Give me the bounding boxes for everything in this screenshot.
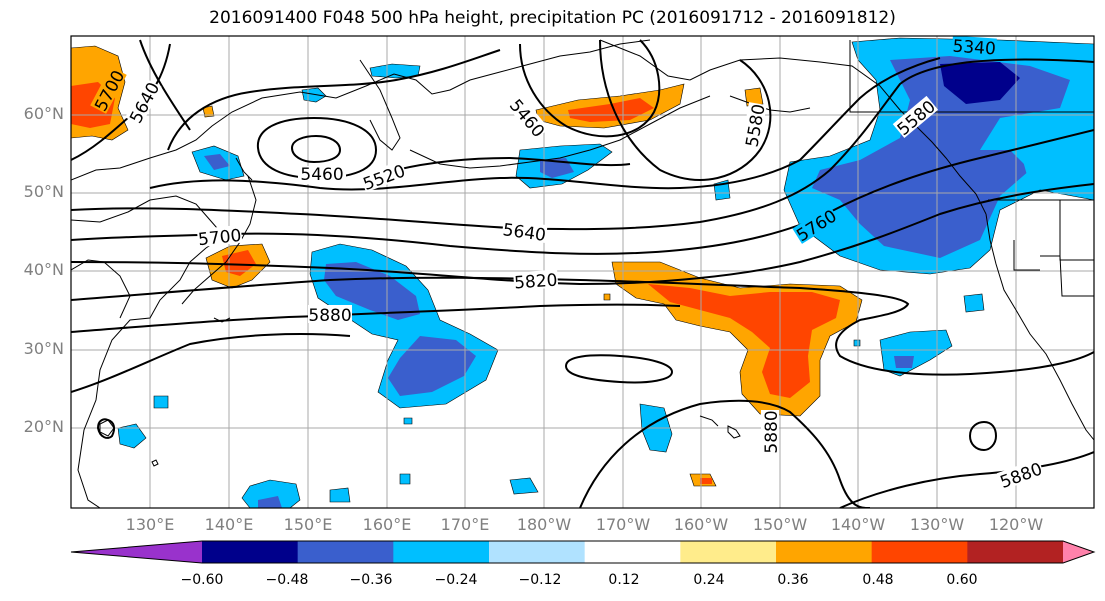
contour-label: 5340 — [951, 35, 997, 60]
colorbar-tick-label: −0.60 — [180, 572, 224, 588]
contour-label-text: 5340 — [952, 37, 997, 60]
colorbar — [70, 540, 1096, 564]
precipitation-shading — [71, 37, 1094, 508]
lon-label: 160°W — [673, 515, 729, 534]
height-contours — [71, 39, 1094, 508]
lat-label-20n: 20°N — [23, 417, 64, 436]
colorbar-segment — [871, 541, 968, 563]
colorbar-tick-label: 0.60 — [946, 572, 978, 588]
lon-label: 180°W — [516, 515, 572, 534]
colorbar-segment — [297, 541, 394, 563]
colorbar-extend-low — [71, 541, 202, 563]
lon-label: 140°E — [204, 515, 254, 534]
colorbar-segment — [967, 541, 1064, 563]
contour-label: 5700 — [196, 224, 243, 250]
colorbar-tick-label: −0.24 — [434, 572, 478, 588]
lon-label: 150°E — [283, 515, 333, 534]
colorbar-extend-high — [1063, 541, 1094, 563]
colorbar-tick-label: 0.12 — [608, 572, 640, 588]
contour-label-text: 5880 — [762, 410, 782, 453]
lon-label: 120°W — [988, 515, 1044, 534]
colorbar-tick-label: 0.36 — [777, 572, 809, 588]
lat-label-30n: 30°N — [23, 339, 64, 358]
contour-label-text: 5460 — [300, 165, 343, 185]
colorbar-tick-label: −0.48 — [265, 572, 309, 588]
colorbar-tick-label: 0.48 — [862, 572, 894, 588]
colorbar-outline — [70, 540, 1096, 564]
colorbar-segment — [776, 541, 873, 563]
colorbar-segment — [202, 541, 299, 563]
colorbar-segment — [489, 541, 586, 563]
colorbar-tick-label: −0.12 — [518, 572, 562, 588]
colorbar-segment — [393, 541, 490, 563]
lon-label: 170°W — [595, 515, 651, 534]
contour-label: 5460 — [298, 165, 346, 185]
colorbar-tick-label: 0.24 — [693, 572, 725, 588]
lon-label: 170°E — [440, 515, 490, 534]
contour-label: 5820 — [513, 269, 559, 294]
lon-label: 140°W — [830, 515, 886, 534]
lon-label: 160°E — [362, 515, 412, 534]
coastlines — [71, 39, 1094, 508]
contour-label: 5880 — [308, 305, 352, 326]
lat-label-50n: 50°N — [23, 182, 64, 201]
map-title: 2016091400 F048 500 hPa height, precipit… — [209, 8, 896, 28]
contour-label-text: 5700 — [197, 226, 242, 250]
lat-label-40n: 40°N — [23, 260, 64, 279]
contour-label-text: 5820 — [514, 271, 559, 294]
map-frame — [70, 35, 1095, 509]
colorbar-segment — [680, 541, 777, 563]
colorbar-tick-label: −0.36 — [349, 572, 393, 588]
contour-label: 5880 — [761, 410, 782, 454]
lon-label: 130°E — [125, 515, 175, 534]
lon-label: 150°W — [752, 515, 808, 534]
colorbar-segment — [584, 541, 681, 563]
contour-label-text: 5880 — [308, 306, 351, 326]
lat-label-60n: 60°N — [23, 104, 64, 123]
lon-label: 130°W — [909, 515, 965, 534]
